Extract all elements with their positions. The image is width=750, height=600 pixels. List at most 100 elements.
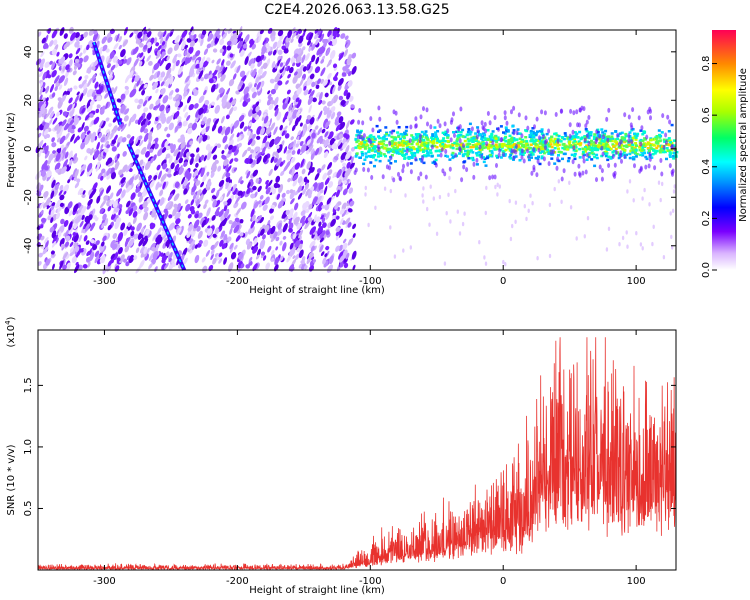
noise-speck	[305, 208, 310, 213]
noise-speck	[229, 53, 234, 58]
noise-speck	[274, 107, 279, 117]
noise-speck	[128, 177, 134, 185]
noise-speck	[84, 223, 91, 232]
band-cell	[373, 147, 377, 150]
band-fringe	[482, 126, 486, 132]
band-cell	[646, 151, 650, 154]
noise-speck	[199, 61, 204, 68]
noise-speck	[46, 74, 52, 79]
noise-speck	[240, 201, 247, 210]
band-cell	[573, 144, 577, 147]
band-fringe	[434, 162, 438, 168]
noise-speck	[107, 70, 112, 75]
band-cell	[359, 145, 363, 149]
noise-speck	[222, 135, 228, 144]
band-cell	[601, 131, 605, 134]
noise-speck	[124, 74, 130, 84]
band-fringe	[448, 166, 452, 172]
noise-speck	[53, 75, 60, 84]
noise-speck	[194, 213, 199, 219]
noise-speck	[307, 88, 312, 95]
band-fringe	[660, 171, 664, 177]
band-cell	[593, 155, 597, 159]
noise-speck	[66, 90, 71, 95]
noise-speck	[74, 169, 79, 179]
noise-speck	[129, 32, 134, 38]
noise-speck	[98, 132, 103, 139]
noise-speck	[268, 168, 273, 177]
noise-speck	[225, 172, 231, 178]
noise-speck	[198, 137, 203, 144]
noise-speck	[55, 212, 61, 220]
band-cell	[435, 141, 439, 144]
noise-speck	[91, 65, 96, 71]
noise-speck	[146, 41, 152, 49]
noise-speck	[37, 31, 42, 37]
noise-speck	[178, 157, 184, 164]
noise-speck	[188, 46, 194, 55]
band-fringe	[401, 168, 405, 174]
noise-speck	[269, 78, 275, 84]
band-cell	[374, 158, 378, 162]
noise-speck	[64, 241, 69, 248]
noise-speck	[113, 252, 119, 261]
noise-speck	[230, 32, 234, 37]
noise-speck	[94, 135, 98, 141]
noise-speck	[84, 155, 88, 161]
band-cell	[584, 146, 587, 149]
band-cell	[652, 149, 655, 152]
noise-speck	[184, 50, 188, 56]
noise-speck	[326, 264, 334, 273]
band-fringe	[601, 134, 605, 140]
noise-speck	[38, 252, 43, 258]
noise-speck	[161, 41, 166, 46]
band-cell	[448, 158, 452, 161]
faint-speck	[641, 246, 644, 251]
noise-speck	[183, 83, 189, 93]
noise-speck	[230, 220, 236, 229]
band-fringe	[390, 129, 394, 135]
noise-speck	[116, 98, 122, 103]
band-cell	[500, 143, 504, 146]
noise-speck	[67, 179, 71, 184]
band-cell	[400, 151, 404, 154]
noise-speck	[340, 217, 344, 225]
noise-speck	[74, 182, 80, 189]
faint-speck	[607, 226, 611, 231]
band-cell	[602, 147, 606, 150]
noise-speck	[168, 251, 173, 261]
noise-speck	[292, 179, 298, 187]
noise-speck	[157, 50, 161, 56]
band-cell	[453, 141, 457, 145]
band-cell	[429, 149, 432, 152]
noise-speck	[64, 229, 69, 240]
band-cell	[649, 144, 653, 147]
noise-speck	[62, 184, 70, 193]
band-cell	[376, 155, 380, 158]
noise-speck	[344, 217, 351, 225]
band-cell	[461, 154, 465, 158]
band-cell	[596, 130, 600, 134]
noise-speck	[167, 193, 174, 201]
noise-speck	[296, 34, 300, 39]
band-cell	[527, 158, 531, 162]
noise-speck	[261, 142, 266, 149]
noise-speck	[221, 115, 225, 124]
band-cell	[380, 142, 384, 145]
band-cell	[422, 143, 426, 146]
band-cell	[654, 141, 658, 144]
noise-speck	[83, 31, 89, 38]
band-cell	[593, 133, 597, 136]
band-fringe	[472, 161, 476, 167]
band-cell	[536, 139, 540, 143]
band-cell	[521, 140, 525, 143]
band-fringe	[426, 121, 429, 127]
x-tick-label: -300	[93, 576, 116, 587]
noise-speck	[327, 72, 332, 80]
noise-speck	[114, 219, 120, 230]
noise-speck	[42, 121, 46, 126]
band-fringe	[452, 111, 455, 117]
noise-speck	[64, 151, 69, 159]
noise-speck	[123, 228, 128, 235]
band-fringe	[578, 172, 582, 178]
